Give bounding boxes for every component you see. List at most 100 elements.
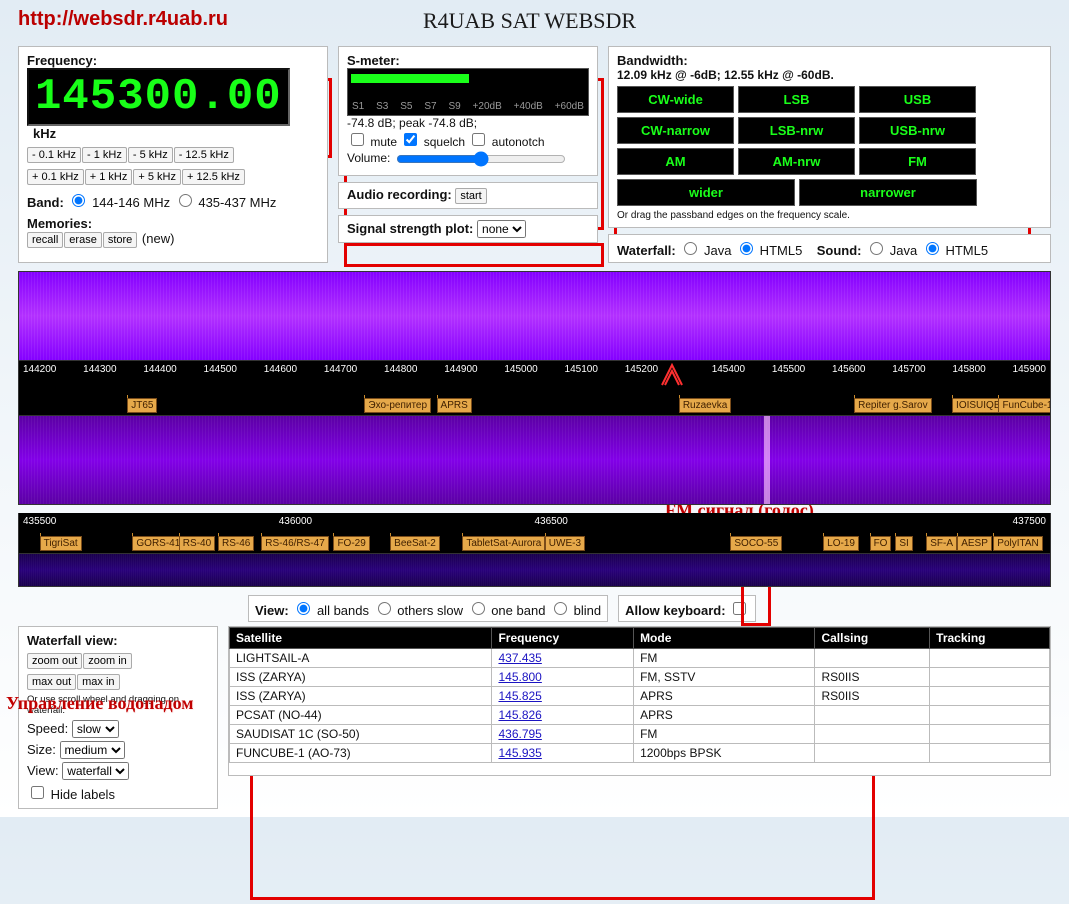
wf-zoom-in-button[interactable] (83, 653, 132, 669)
bandwidth-lsb-nrw-button[interactable]: LSB-nrw (738, 117, 855, 144)
freq-tick: 145900 (1013, 364, 1046, 375)
waterfall-1[interactable] (18, 271, 1051, 361)
bandwidth-wider-button[interactable]: wider (617, 179, 795, 206)
bandwidth-cw-wide-button[interactable]: CW-wide (617, 86, 734, 113)
sat-freq-link[interactable]: 436.795 (498, 727, 541, 741)
sat-freq-link[interactable]: 145.825 (498, 689, 541, 703)
wfview-speed-select[interactable]: slow (72, 720, 119, 738)
mute-checkbox[interactable]: mute (347, 135, 397, 149)
freq-step-plus-3[interactable] (182, 169, 245, 185)
freq-tick: 144600 (264, 364, 297, 375)
bandwidth-fm-button[interactable]: FM (859, 148, 976, 175)
sat-freq-link[interactable]: 145.935 (498, 746, 541, 760)
smeter-label: S-meter: (347, 53, 589, 68)
freq-marker[interactable]: SF-A (926, 536, 957, 551)
freq-step-minus-3[interactable] (174, 147, 234, 163)
record-start-button[interactable] (455, 188, 486, 204)
freq-marker[interactable]: FO (870, 536, 892, 551)
waterfall-tech-Java[interactable]: Java (679, 243, 735, 258)
view-option-1[interactable]: others slow (373, 603, 467, 618)
view-option-2[interactable]: one band (467, 603, 549, 618)
freq-tick: 145100 (565, 364, 598, 375)
freq-marker[interactable]: UWE-3 (545, 536, 585, 551)
wfview-view-label: View: (27, 763, 59, 778)
wf-max-out-button[interactable] (27, 674, 76, 690)
sat-col-header: Tracking (930, 628, 1050, 649)
freq-marker[interactable]: GORS-41 (132, 536, 184, 551)
sat-freq-link[interactable]: 145.826 (498, 708, 541, 722)
autonotch-checkbox[interactable]: autonotch (468, 135, 544, 149)
frequency-display[interactable]: 145300.00 (27, 68, 290, 126)
freq-tick: 144400 (143, 364, 176, 375)
site-url-link[interactable]: http://websdr.r4uab.ru (18, 8, 228, 31)
freq-scale-1[interactable]: 1442001443001444001445001446001447001448… (18, 361, 1051, 415)
bandwidth-usb-nrw-button[interactable]: USB-nrw (859, 117, 976, 144)
freq-marker[interactable]: TabletSat-Aurora (462, 536, 545, 551)
table-row: LIGHTSAIL-A437.435FM (230, 649, 1050, 668)
freq-marker[interactable]: Ruzaevka (679, 398, 731, 413)
freq-marker[interactable]: BeeSat-2 (390, 536, 440, 551)
freq-marker[interactable]: JT65 (127, 398, 157, 413)
view-option-0[interactable]: all bands (292, 603, 372, 618)
wfview-size-select[interactable]: medium (60, 741, 125, 759)
sat-table-scroll[interactable]: SatelliteFrequencyModeCallsingTracking L… (228, 626, 1051, 776)
keyboard-panel: Allow keyboard: (618, 595, 756, 622)
sigstrength-label: Signal strength plot: (347, 221, 473, 236)
freq-scale-2[interactable]: 435500436000436500437500 TigriSatGORS-41… (18, 513, 1051, 553)
freq-marker[interactable]: RS-46/RS-47 (261, 536, 328, 551)
memory-recall-button[interactable] (27, 232, 63, 248)
hide-labels-checkbox[interactable]: Hide labels (27, 787, 115, 802)
bandwidth-cw-narrow-button[interactable]: CW-narrow (617, 117, 734, 144)
freq-marker[interactable]: SI (895, 536, 912, 551)
wf-zoom-out-button[interactable] (27, 653, 82, 669)
freq-marker[interactable]: FunCube-1 (998, 398, 1051, 413)
freq-tick: 144700 (324, 364, 357, 375)
waterfall-1b[interactable] (18, 415, 1051, 505)
freq-marker[interactable]: FO-29 (333, 536, 369, 551)
memories-label: Memories: (27, 216, 319, 231)
freq-marker[interactable]: TigriSat (40, 536, 82, 551)
freq-tick: 144200 (23, 364, 56, 375)
table-row: FUNCUBE-1 (AO-73)145.9351200bps BPSK (230, 744, 1050, 763)
freq-marker[interactable]: RS-46 (218, 536, 254, 551)
sound-tech-Java[interactable]: Java (865, 243, 921, 258)
freq-step-minus-2[interactable] (128, 147, 173, 163)
bandwidth-am-nrw-button[interactable]: AM-nrw (738, 148, 855, 175)
freq-marker[interactable]: RS-40 (179, 536, 215, 551)
sat-freq-link[interactable]: 145.800 (498, 670, 541, 684)
wfview-size-label: Size: (27, 742, 56, 757)
freq-marker[interactable]: LO-19 (823, 536, 859, 551)
freq-marker[interactable]: PolyITAN (993, 536, 1043, 551)
wfview-view-select[interactable]: waterfall (62, 762, 129, 780)
squelch-checkbox[interactable]: squelch (400, 135, 465, 149)
freq-step-minus-1[interactable] (82, 147, 127, 163)
bandwidth-am-button[interactable]: AM (617, 148, 734, 175)
sigstrength-select[interactable]: none (477, 220, 526, 238)
freq-step-plus-2[interactable] (133, 169, 181, 185)
table-row: SAUDISAT 1C (SO-50)436.795FM (230, 725, 1050, 744)
allow-keyboard-checkbox[interactable] (733, 602, 746, 615)
sat-freq-link[interactable]: 437.435 (498, 651, 541, 665)
sound-tech-HTML5[interactable]: HTML5 (921, 243, 988, 258)
freq-step-minus-0[interactable] (27, 147, 81, 163)
view-option-3[interactable]: blind (549, 603, 601, 618)
bandwidth-usb-button[interactable]: USB (859, 86, 976, 113)
memory-store-button[interactable] (103, 232, 137, 248)
bandwidth-lsb-button[interactable]: LSB (738, 86, 855, 113)
freq-step-plus-0[interactable] (27, 169, 84, 185)
freq-marker[interactable]: Repiter g.Sarov (854, 398, 931, 413)
bandwidth-narrower-button[interactable]: narrower (799, 179, 977, 206)
freq-step-plus-1[interactable] (85, 169, 133, 185)
freq-marker[interactable]: SOCO-55 (730, 536, 782, 551)
freq-marker[interactable]: AESP (957, 536, 992, 551)
volume-slider[interactable] (396, 151, 566, 167)
freq-marker[interactable]: APRS (437, 398, 472, 413)
band-option-1[interactable]: 435-437 MHz (174, 195, 277, 210)
freq-tick: 145400 (712, 364, 745, 375)
waterfall-tech-HTML5[interactable]: HTML5 (735, 243, 806, 258)
band-option-0[interactable]: 144-146 MHz (67, 195, 173, 210)
wf-max-in-button[interactable] (77, 674, 119, 690)
memory-erase-button[interactable] (64, 232, 102, 248)
freq-marker[interactable]: Эхо-репитер (364, 398, 431, 413)
waterfall-2[interactable] (18, 553, 1051, 587)
